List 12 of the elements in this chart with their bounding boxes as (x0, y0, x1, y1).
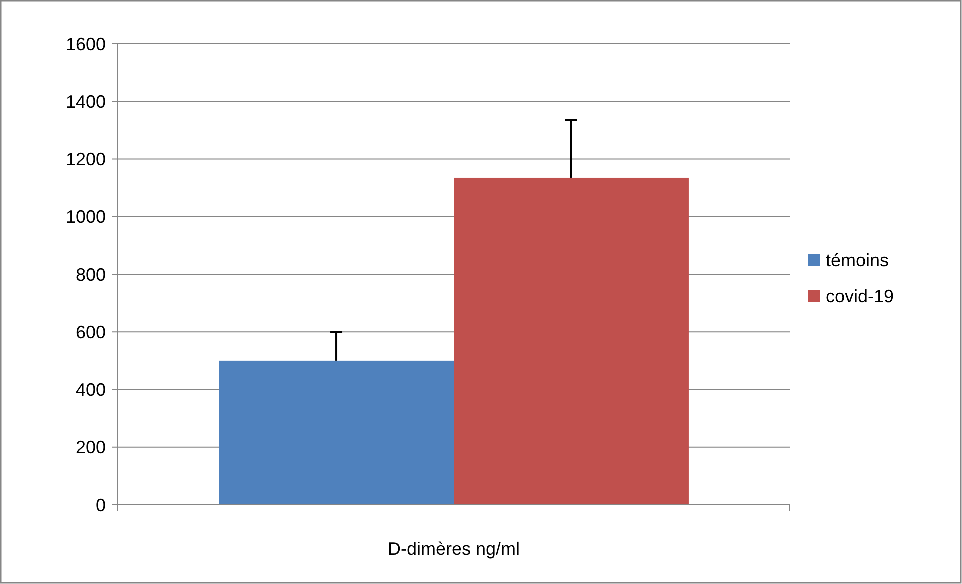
y-tick-label: 1000 (66, 207, 106, 228)
legend-label: témoins (826, 250, 890, 270)
y-tick-label: 400 (76, 380, 106, 400)
x-tick-label: D-dimères ng/ml (388, 539, 520, 559)
y-tick-label: 1600 (66, 34, 106, 54)
y-tick-label: 600 (76, 322, 106, 342)
y-tick-label: 1400 (66, 92, 106, 112)
y-tick-label: 1200 (66, 150, 106, 170)
y-tick-label: 800 (76, 264, 106, 285)
y-tick-label: 0 (96, 495, 106, 516)
legend-label: covid-19 (826, 286, 894, 306)
y-tick-label: 200 (76, 438, 106, 458)
